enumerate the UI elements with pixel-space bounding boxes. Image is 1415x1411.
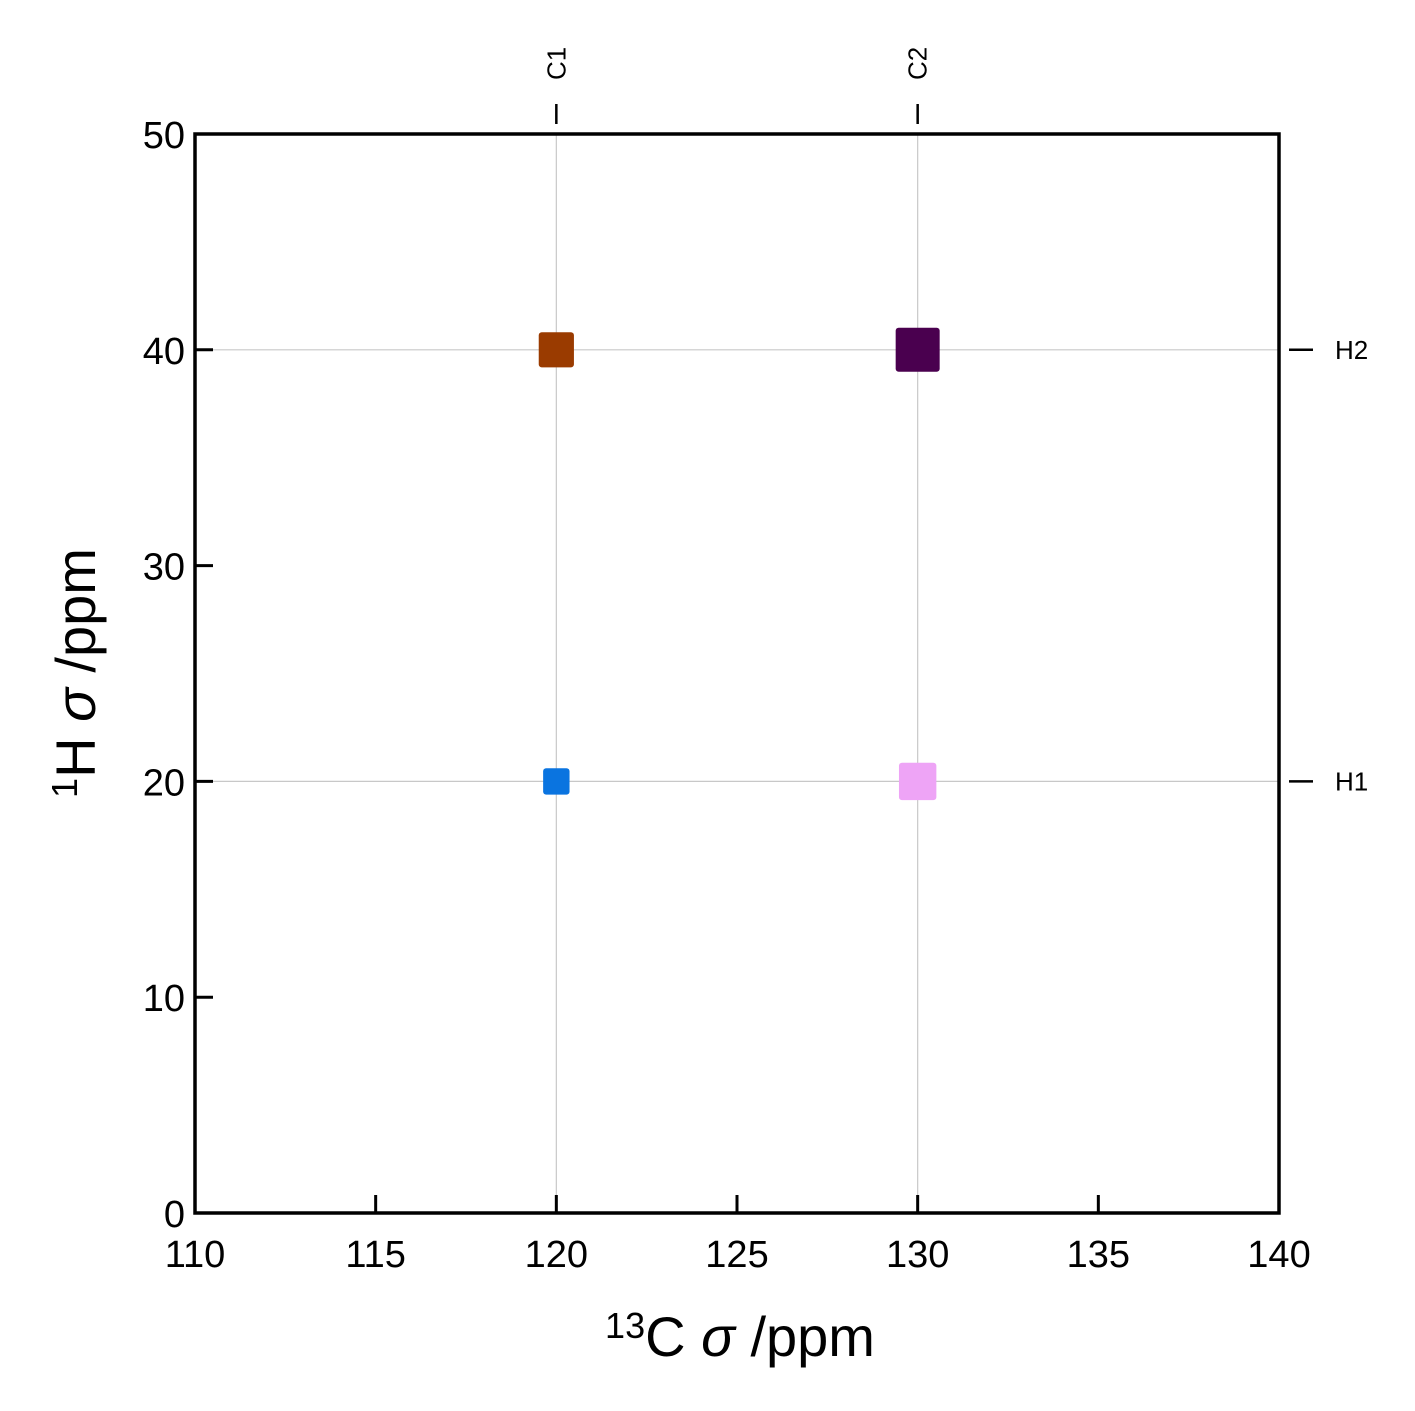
y-tick-label: 10 bbox=[143, 978, 185, 1020]
y-tick-label: 0 bbox=[164, 1194, 185, 1236]
x-tick-label: 115 bbox=[345, 1234, 406, 1276]
top-site-label: C1 bbox=[541, 47, 571, 80]
x-tick-label: 140 bbox=[1247, 1234, 1310, 1276]
x-tick-label: 135 bbox=[1067, 1234, 1130, 1276]
right-site-label: H2 bbox=[1335, 335, 1368, 365]
right-site-label: H1 bbox=[1335, 766, 1368, 796]
x-tick-label: 110 bbox=[165, 1234, 226, 1276]
data-point bbox=[543, 768, 570, 795]
grid-lines bbox=[195, 134, 1279, 1213]
x-tick-label: 125 bbox=[705, 1234, 768, 1276]
y-tick-label: 20 bbox=[143, 762, 185, 804]
x-axis-title: 13C σ /ppm bbox=[605, 1305, 875, 1368]
x-tick-label: 130 bbox=[886, 1234, 949, 1276]
y-tick-label: 50 bbox=[143, 115, 185, 157]
plot-frame bbox=[193, 132, 1281, 1215]
x-tick-label: 120 bbox=[525, 1234, 588, 1276]
y-axis-title: 1H σ /ppm bbox=[44, 548, 107, 798]
axis-ticks: 110 115 120 125 130 135 140 0 10 20 30 40 50 bbox=[143, 115, 1311, 1276]
y-tick-label: 30 bbox=[143, 547, 185, 589]
site-labels: C1 C2 H1 H2 bbox=[541, 47, 1368, 797]
data-point bbox=[898, 762, 937, 801]
top-site-label: C2 bbox=[903, 47, 933, 80]
data-points bbox=[538, 327, 940, 801]
y-tick-label: 40 bbox=[143, 331, 185, 373]
data-point bbox=[895, 327, 940, 372]
data-point bbox=[538, 332, 574, 368]
